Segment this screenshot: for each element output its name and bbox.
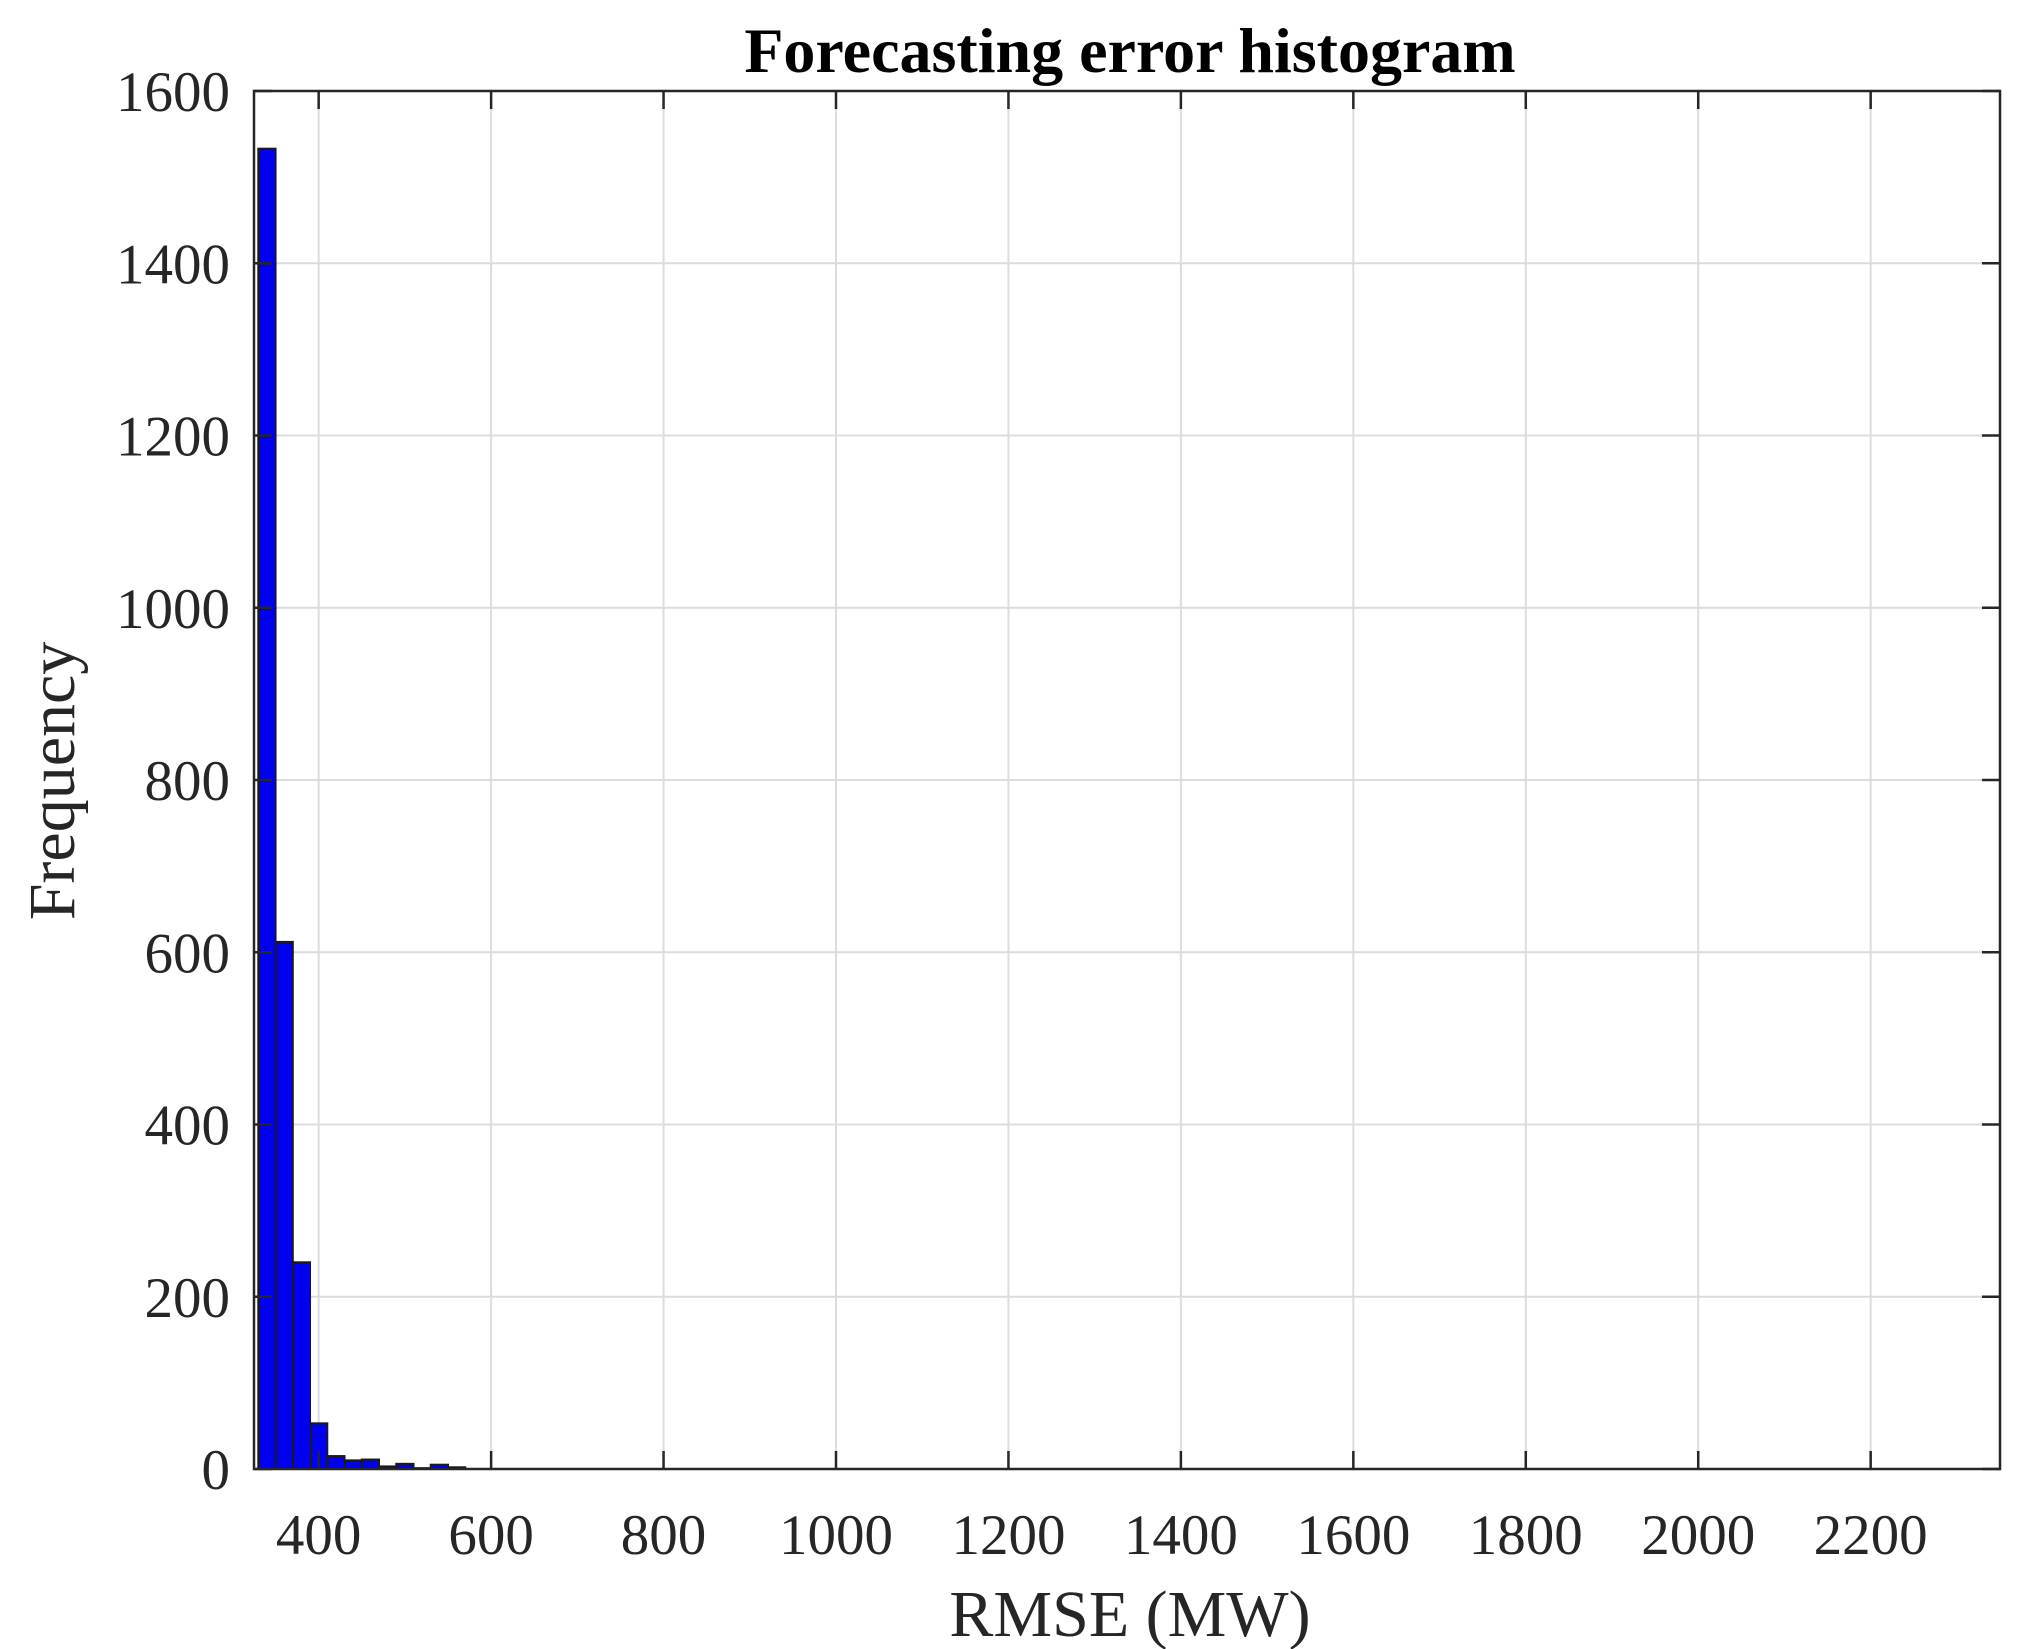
histogram-bar	[291, 1261, 312, 1471]
chart-title: Forecasting error histogram	[744, 15, 1515, 86]
bars	[257, 147, 467, 1471]
y-tick-label: 1000	[116, 578, 230, 641]
x-tick-label: 1600	[1296, 1504, 1410, 1567]
histogram-bar	[274, 940, 294, 1470]
y-tick-label: 800	[145, 750, 231, 813]
histogram-bar	[257, 147, 277, 1471]
y-tick-label: 1200	[116, 406, 230, 469]
y-tick-label: 600	[145, 922, 231, 985]
x-tick-label: 1400	[1124, 1504, 1238, 1567]
x-tick-label: 1800	[1469, 1504, 1583, 1567]
x-tick-label: 600	[448, 1504, 534, 1567]
x-tick-label: 400	[276, 1504, 362, 1567]
ticks	[254, 89, 2000, 1471]
x-axis-label: RMSE (MW)	[949, 1578, 1310, 1649]
x-tick-label: 1000	[779, 1504, 893, 1567]
x-tick-label: 800	[621, 1504, 707, 1567]
histogram-bar	[343, 1459, 363, 1470]
x-tick-label: 1200	[951, 1504, 1065, 1567]
x-tick-label: 2000	[1641, 1504, 1755, 1567]
y-tick-label: 200	[145, 1267, 231, 1330]
x-tick-labels: 400 600 800 1000 1200 1400 1600 1800 2000 2200	[276, 1504, 1928, 1567]
y-tick-label: 1400	[116, 233, 230, 296]
y-axis-label: Frequency	[16, 642, 89, 921]
x-tick-label: 2200	[1814, 1504, 1928, 1567]
histogram-bar	[326, 1455, 346, 1471]
histogram-bar	[360, 1458, 381, 1470]
y-tick-label: 400	[145, 1095, 231, 1158]
grid-lines	[254, 90, 2000, 1470]
y-tick-label: 1600	[116, 61, 230, 124]
y-tick-label: 0	[202, 1439, 231, 1502]
y-tick-labels: 0 200 400 600 800 1000 1200 1400 1600	[116, 61, 230, 1502]
